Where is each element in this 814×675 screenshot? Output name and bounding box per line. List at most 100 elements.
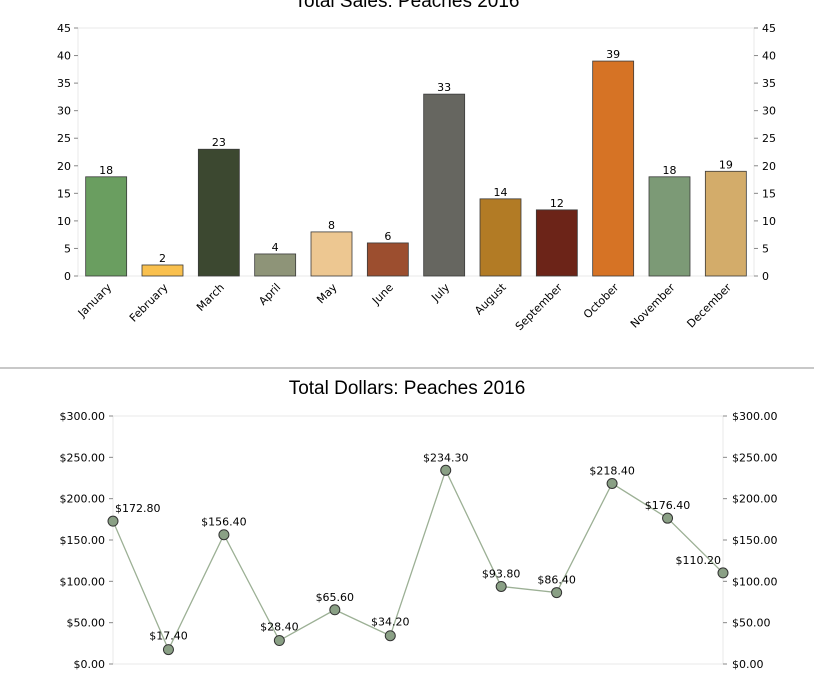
chart-divider [0,367,814,369]
bar-value-label: 8 [328,219,335,232]
bar-value-label: 18 [99,164,113,177]
y-tick-label-right: $150.00 [732,534,778,547]
bar-may [310,231,353,277]
x-tick-label: June [369,281,396,308]
data-label: $176.40 [645,499,691,512]
x-tick-label: February [127,281,171,325]
bar-value-label: 6 [384,230,391,243]
bar-december [704,170,747,277]
y-tick-label-right: 5 [762,242,769,255]
y-tick-label-right: 30 [762,105,776,118]
data-point [440,464,452,476]
y-tick-label-right: $250.00 [732,451,778,464]
data-point [384,630,396,642]
data-label: $86.40 [537,574,576,587]
bar-november [648,176,691,277]
x-tick-label: May [314,281,340,307]
x-tick-label: August [472,280,509,317]
y-tick-label-left: 45 [57,22,71,35]
bar-value-label: 33 [437,81,451,94]
y-tick-label-left: $200.00 [60,493,106,506]
plot-frame [112,415,724,665]
x-tick-label: April [256,281,283,308]
data-label: $218.40 [589,464,635,477]
y-tick-label-right: $200.00 [732,493,778,506]
data-label: $34.20 [371,616,410,629]
data-label: $110.20 [676,554,722,567]
data-point [551,587,563,599]
bar-value-label: 23 [212,136,226,149]
sales-chart-title: Total Sales: Peaches 2016 [294,0,520,12]
y-tick-label-left: 10 [57,215,71,228]
y-tick-label-right: $50.00 [732,617,771,630]
data-label: $28.40 [260,621,299,634]
data-label: $65.60 [316,591,355,604]
data-point [495,580,507,592]
x-tick-label: October [581,281,622,322]
data-point [162,644,174,656]
y-tick-label-right: 20 [762,160,776,173]
bar-october [592,60,635,277]
data-point [662,512,674,524]
y-tick-label-left: $250.00 [60,451,106,464]
y-tick-label-left: 35 [57,77,71,90]
bar-april [254,253,297,277]
data-point [606,477,618,489]
y-tick-label-left: 40 [57,50,71,63]
bar-value-label: 18 [663,164,677,177]
y-tick-label-left: $300.00 [60,410,106,423]
y-tick-label-left: 0 [64,270,71,283]
y-tick-label-left: 30 [57,105,71,118]
bar-july [423,93,466,277]
data-point [717,567,729,579]
y-tick-label-right: 15 [762,187,776,200]
bar-value-label: 2 [159,252,166,265]
data-label: $234.30 [423,451,469,464]
y-tick-label-right: $100.00 [732,575,778,588]
bar-march [197,148,240,277]
y-tick-label-right: 40 [762,50,776,63]
data-label: $172.80 [115,502,161,515]
data-point [329,604,341,616]
x-tick-label: September [513,281,566,334]
y-tick-label-left: 20 [57,160,71,173]
bar-value-label: 14 [494,186,508,199]
bar-february [141,264,184,277]
x-tick-label: March [194,281,227,314]
plot-frame [77,27,755,277]
bar-value-label: 4 [272,241,279,254]
y-tick-label-right: 0 [762,270,769,283]
data-label: $156.40 [201,516,247,529]
dollars-chart-title: Total Dollars: Peaches 2016 [288,378,526,399]
y-tick-label-left: $0.00 [74,658,106,671]
y-tick-label-right: $0.00 [732,658,764,671]
bar-august [479,198,522,277]
x-tick-label: December [684,281,734,331]
y-tick-label-right: 25 [762,132,776,145]
bar-value-label: 12 [550,197,564,210]
data-label: $17.40 [149,630,188,643]
y-tick-label-right: 10 [762,215,776,228]
bar-value-label: 39 [606,48,620,61]
x-tick-label: January [75,281,115,321]
y-tick-label-right: 45 [762,22,776,35]
bar-june [366,242,409,277]
y-tick-label-right: $300.00 [732,410,778,423]
y-tick-label-left: $150.00 [60,534,106,547]
sales-bar-chart: 0 0 5 5 10 10 15 15 20 20 25 25 30 30 35 35 40 40 45 45 18 Ja… [57,22,776,334]
y-tick-label-left: $100.00 [60,575,106,588]
x-tick-label: July [428,281,452,305]
bar-september [535,209,578,277]
data-point [218,529,230,541]
y-tick-label-right: 35 [762,77,776,90]
y-tick-label-left: $50.00 [67,617,106,630]
x-tick-label: November [628,281,678,331]
y-tick-label-left: 15 [57,187,71,200]
series-line [112,468,724,652]
data-point [107,515,119,527]
bar-value-label: 19 [719,158,733,171]
y-tick-label-left: 25 [57,132,71,145]
data-label: $93.80 [482,567,521,580]
data-point [273,635,285,647]
bar-january [85,176,128,277]
